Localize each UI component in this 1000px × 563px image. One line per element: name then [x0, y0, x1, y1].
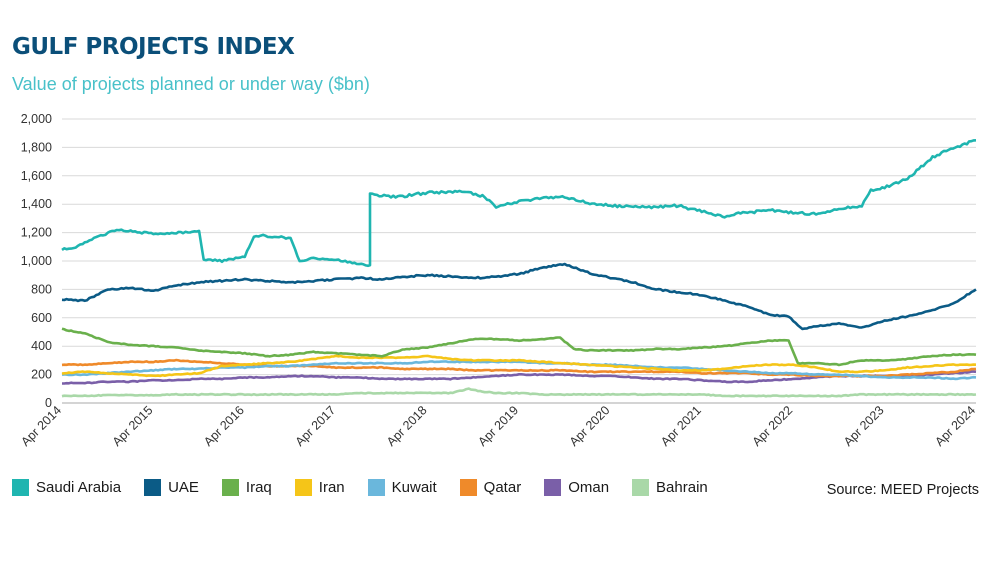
series-lines [61, 139, 977, 398]
legend-item-qatar: Qatar [459, 479, 522, 496]
series-line-saudi-arabia [61, 139, 977, 268]
y-tick-label: 1,600 [21, 169, 52, 183]
legend-swatch [221, 479, 239, 496]
y-tick-label: 1,000 [21, 254, 52, 268]
y-tick-label: 1,200 [21, 226, 52, 240]
legend-label: Kuwait [391, 479, 437, 496]
legend-item-iran: Iran [294, 479, 345, 496]
legend-swatch [294, 479, 312, 496]
legend-swatch [12, 479, 29, 496]
x-tick-label: Apr 2020 [567, 403, 613, 449]
legend-item-bahrain: Bahrain [632, 479, 708, 496]
x-tick-label: Apr 2022 [750, 403, 796, 449]
legend-swatch [459, 479, 477, 496]
x-tick-label: Apr 2014 [18, 403, 64, 449]
legend-label: Qatar [483, 479, 522, 496]
y-tick-label: 2,000 [21, 112, 52, 126]
legend: Saudi Arabia UAE Iraq Iran Kuwait Qatar Oman Ba… [12, 479, 731, 496]
x-tick-label: Apr 2018 [384, 403, 430, 449]
x-axis-ticks: Apr 2014 Apr 2015 Apr 2016 Apr 2017 Apr 2018… [18, 403, 978, 449]
legend-swatch [632, 479, 650, 496]
series-line-qatar [61, 358, 977, 378]
legend-label: UAE [168, 479, 199, 496]
y-tick-label: 800 [31, 282, 52, 296]
series-line-iraq [61, 327, 977, 367]
legend-label: Iraq [245, 479, 272, 496]
legend-item-kuwait: Kuwait [367, 479, 437, 496]
x-tick-label: Apr 2019 [475, 403, 521, 449]
legend-item-uae: UAE [144, 479, 199, 496]
y-axis-ticks: 0 200 400 600 800 1,000 1,200 1,400 1,600 1,800 2,… [21, 112, 52, 410]
chart-title: GULF PROJECTS INDEX [12, 34, 295, 60]
y-tick-label: 400 [31, 339, 52, 353]
y-tick-label: 0 [45, 396, 52, 410]
legend-swatch [544, 479, 562, 496]
source-note: Source: MEED Projects [826, 482, 979, 498]
x-tick-label: Apr 2016 [201, 403, 247, 449]
series-line-iran [61, 354, 977, 378]
line-chart: 0 200 400 600 800 1,000 1,200 1,400 1,600 1,800 2,… [18, 112, 978, 449]
x-tick-label: Apr 2024 [932, 403, 978, 449]
legend-swatch [367, 479, 385, 496]
x-tick-label: Apr 2015 [110, 403, 156, 449]
x-tick-label: Apr 2017 [293, 403, 339, 449]
y-tick-label: 1,800 [21, 140, 52, 154]
legend-item-iraq: Iraq [221, 479, 272, 496]
x-tick-label: Apr 2021 [658, 403, 704, 449]
y-tick-label: 600 [31, 311, 52, 325]
y-tick-label: 1,400 [21, 197, 52, 211]
chart-subtitle: Value of projects planned or under way (… [12, 74, 370, 94]
x-tick-label: Apr 2023 [841, 403, 887, 449]
legend-label: Saudi Arabia [36, 479, 122, 496]
legend-label: Bahrain [656, 479, 708, 496]
legend-item-saudi-arabia: Saudi Arabia [12, 479, 121, 496]
series-line-uae [61, 262, 977, 331]
grid-lines [62, 118, 976, 376]
legend-label: Iran [318, 479, 345, 496]
series-line-bahrain [61, 387, 977, 398]
y-tick-label: 200 [31, 368, 52, 382]
legend-item-oman: Oman [544, 479, 609, 496]
legend-label: Oman [568, 479, 610, 496]
legend-swatch [144, 479, 162, 496]
